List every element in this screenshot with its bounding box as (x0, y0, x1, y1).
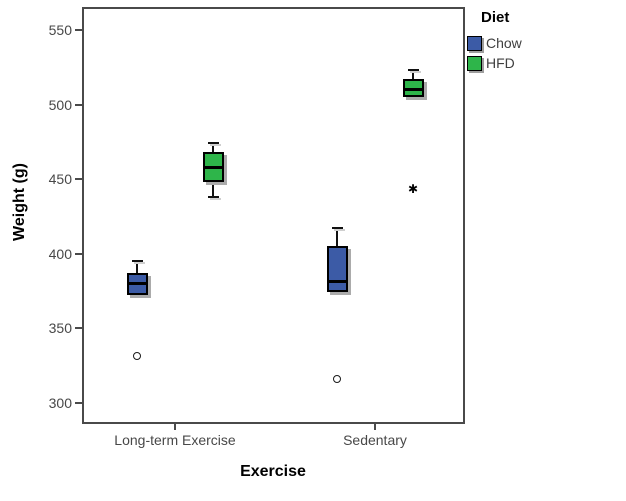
y-axis-title: Weight (g) (11, 163, 28, 241)
legend-swatch-hfd (467, 55, 482, 71)
legend-entries: Chow HFD (467, 33, 522, 73)
median-line-hfd-long-term-exercise (202, 165, 224, 169)
y-tick-label: 500 (48, 96, 72, 113)
whisker-cap-hfd-sedentary (407, 69, 419, 72)
x-category-label: Sedentary (343, 432, 407, 448)
x-tick (374, 424, 376, 430)
x-tick (174, 424, 176, 430)
whisker-line-hfd-sedentary (412, 70, 414, 80)
x-category-label: Long-term Exercise (114, 432, 236, 448)
y-tick (75, 178, 82, 180)
legend-title: Diet (481, 9, 510, 26)
whisker-line-hfd-long-term-exercise (212, 143, 214, 153)
y-tick (75, 29, 82, 31)
y-tick (75, 327, 82, 329)
extreme-point-hfd-sedentary: ✱ (407, 182, 419, 197)
legend-item-label: HFD (486, 55, 515, 71)
median-line-chow-long-term-exercise (126, 281, 148, 285)
whisker-line-chow-sedentary (336, 228, 338, 247)
y-tick (75, 103, 82, 106)
legend-item-label: Chow (486, 35, 522, 51)
box-chow-sedentary (326, 246, 348, 293)
whisker-line-low-hfd-long-term-exercise (212, 181, 214, 197)
y-tick-label: 550 (48, 22, 72, 38)
y-tick (75, 252, 82, 255)
x-axis-title: Exercise (240, 463, 306, 480)
plot-area (82, 7, 465, 424)
median-line-hfd-sedentary (402, 88, 424, 92)
whisker-cap-hfd-long-term-exercise (207, 142, 219, 145)
outlier-point-chow-long-term-exercise (133, 352, 141, 361)
y-tick-label: 350 (48, 320, 72, 336)
median-line-chow-sedentary (326, 280, 348, 284)
whisker-line-chow-long-term-exercise (136, 260, 138, 273)
outlier-point-chow-sedentary (333, 374, 341, 383)
whisker-cap-chow-sedentary (331, 227, 343, 230)
whisker-cap-low-hfd-long-term-exercise (207, 195, 219, 198)
legend-item-chow: Chow (467, 33, 522, 53)
legend-item-hfd: HFD (467, 53, 522, 73)
y-tick-label: 400 (48, 245, 72, 262)
legend-swatch-chow (467, 35, 482, 51)
whisker-cap-chow-long-term-exercise (131, 259, 143, 262)
y-tick (75, 401, 82, 404)
legend: Diet Chow HFD (467, 9, 522, 73)
y-tick-label: 450 (48, 171, 72, 187)
y-tick-label: 300 (48, 394, 72, 411)
